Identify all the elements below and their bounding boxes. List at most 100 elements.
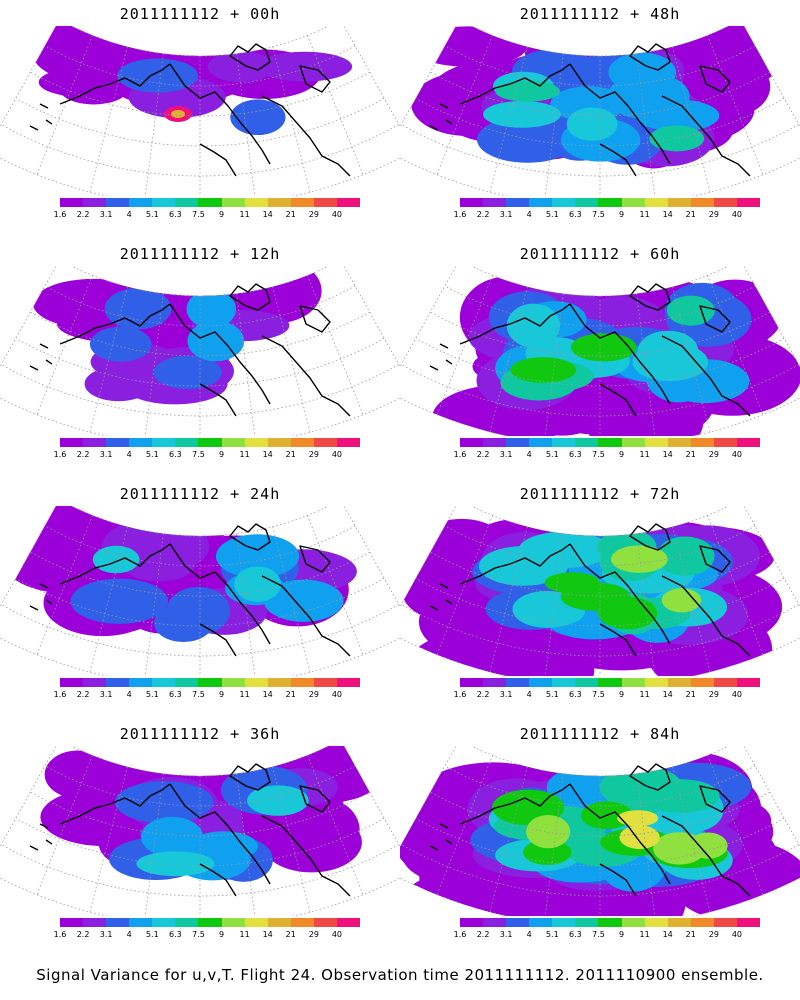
panel-title: 2011111112 + 72h [519, 485, 681, 503]
colorbar-swatch [667, 198, 691, 207]
colorbar-ticks: 1.6 2.2 3.1 4 5.1 6.3 7.5 9 11 14 21 29 40 [454, 930, 760, 940]
panel-48h: 2011111112 + 48h 1.6 2.2 3.1 4 5.1 6.3 7.5 9 11 1… [400, 0, 800, 240]
colorbar-swatch [198, 918, 222, 927]
graticule [400, 746, 800, 916]
variance-blob [207, 51, 276, 83]
colorbar-tick-label: 3.1 [99, 450, 113, 459]
coastline [429, 283, 751, 417]
variance-blob [114, 781, 214, 824]
colorbar-tick-label: 40 [331, 210, 343, 219]
colorbar-swatch [598, 918, 622, 927]
colorbar-tick-label: 29 [708, 210, 719, 219]
colorbar-swatch [460, 198, 484, 207]
colorbar-tick-label: 4 [526, 450, 532, 459]
colorbar-tick-label: 7.5 [192, 210, 205, 219]
colorbar-tick-label: 7.5 [592, 690, 605, 699]
colorbar-swatch [221, 678, 245, 687]
colorbar-swatch [129, 198, 153, 207]
colorbar-tick-label: 5.1 [145, 210, 159, 219]
coastline [429, 43, 751, 177]
colorbar-swatch [198, 438, 222, 447]
colorbar-swatch [313, 918, 337, 927]
colorbar-swatch [313, 198, 337, 207]
colorbar-swatch [106, 918, 130, 927]
colorbar-tick-label: 2.2 [476, 930, 490, 939]
variance-field [410, 26, 779, 169]
colorbar-swatch [506, 918, 530, 927]
colorbar-tick-label: 9 [218, 690, 225, 699]
colorbar-tick-label: 40 [331, 690, 343, 699]
colorbar-tick-label: 1.6 [453, 450, 467, 459]
colorbar-tick-label: 14 [662, 210, 673, 219]
colorbar [60, 678, 361, 687]
variance-blob [186, 289, 237, 329]
colorbar-swatch [667, 918, 691, 927]
colorbar-tick-label: 3.1 [499, 930, 513, 939]
variance-blob [518, 531, 611, 568]
colorbar-swatch [175, 438, 199, 447]
colorbar-tick-label: 7.5 [592, 930, 605, 939]
colorbar-tick-label: 11 [639, 450, 650, 459]
colorbar-tick-label: 6.3 [169, 450, 182, 459]
colorbar-tick-label: 3.1 [99, 690, 113, 699]
colorbar-swatch [460, 438, 484, 447]
colorbar-swatch [506, 438, 530, 447]
colorbar-swatch [506, 678, 530, 687]
colorbar-swatch [552, 918, 576, 927]
colorbar-tick-label: 6.3 [569, 930, 582, 939]
colorbar-swatch [621, 918, 645, 927]
colorbar-swatch [552, 438, 576, 447]
colorbar-tick-label: 2.2 [476, 690, 490, 699]
colorbar-swatch [336, 918, 361, 927]
graticule [400, 266, 800, 436]
variance-field [431, 276, 800, 436]
variance-blob [171, 110, 185, 118]
colorbar-tick-label: 9 [618, 210, 625, 219]
variance-blob [571, 333, 637, 362]
colorbar-tick-label: 14 [262, 930, 273, 939]
panel-title: 2011111112 + 84h [519, 725, 681, 743]
colorbar-swatch [290, 438, 314, 447]
panel-12h: 2011111112 + 12h 1.6 2.2 3.1 4 5.1 6.3 7.5 9 11 1… [0, 240, 400, 480]
colorbar-swatch [529, 918, 553, 927]
colorbar-swatch [460, 918, 484, 927]
colorbar-swatch [713, 198, 737, 207]
variance-blob [607, 73, 690, 120]
variance-blob [136, 851, 215, 877]
colorbar-tick-label: 7.5 [592, 210, 605, 219]
colorbar-swatch [267, 198, 291, 207]
colorbar-tick-label: 5.1 [545, 450, 559, 459]
colorbar-swatch [175, 918, 199, 927]
panel-title: 2011111112 + 60h [519, 245, 681, 263]
colorbar-tick-label: 40 [731, 210, 743, 219]
colorbar-swatch [221, 918, 245, 927]
variance-blob [70, 578, 169, 624]
colorbar-tick-label: 21 [285, 450, 296, 459]
variance-blob [230, 99, 286, 136]
colorbar-swatch [460, 678, 484, 687]
panel-24h: 2011111112 + 24h 1.6 2.2 3.1 4 5.1 6.3 7.5 9 11 1… [0, 480, 400, 720]
colorbar-swatch [483, 198, 507, 207]
colorbar-tick-label: 40 [331, 450, 343, 459]
colorbar-swatch [290, 198, 314, 207]
colorbar-tick-label: 21 [685, 930, 696, 939]
colorbar-tick-label: 5.1 [545, 210, 559, 219]
graticule [400, 26, 800, 196]
colorbar-swatch [221, 198, 245, 207]
panel-title: 2011111112 + 24h [119, 485, 281, 503]
colorbar-tick-label: 9 [618, 930, 625, 939]
colorbar-tick-label: 14 [662, 930, 673, 939]
variance-blob [247, 785, 309, 816]
colorbar [60, 918, 361, 927]
colorbar-swatch [713, 438, 737, 447]
colorbar-tick-label: 2.2 [76, 690, 90, 699]
colorbar-tick-label: 14 [662, 450, 673, 459]
panel-00h: 2011111112 + 00h 1.6 2.2 3.1 4 5.1 6.3 7.5 9 11 1… [0, 0, 400, 240]
colorbar-swatch [152, 198, 176, 207]
variance-blob [187, 320, 245, 362]
colorbar-tick-label: 6.3 [569, 690, 582, 699]
colorbar-tick-label: 2.2 [76, 210, 90, 219]
colorbar-tick-label: 21 [685, 450, 696, 459]
colorbar-swatch [60, 918, 84, 927]
variance-blob [666, 295, 715, 326]
